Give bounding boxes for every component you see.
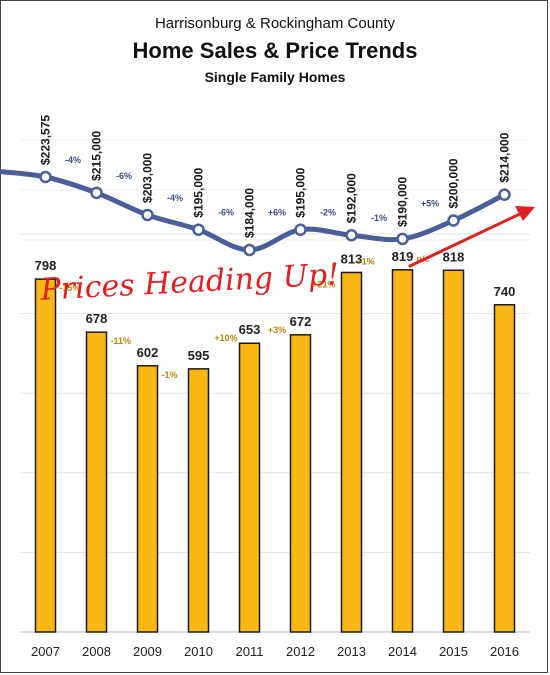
price-value-label: $200,000 xyxy=(447,158,461,208)
x-tick-label: 2008 xyxy=(82,644,111,659)
sales-bar xyxy=(391,269,414,633)
x-tick-label: 2014 xyxy=(388,644,417,659)
price-point xyxy=(192,223,205,236)
x-tick-label: 2015 xyxy=(439,644,468,659)
price-pct-change-label: +6% xyxy=(268,208,286,218)
x-tick-label: 2012 xyxy=(286,644,315,659)
sales-bars: 798 2007 678 2008 602 2009 595 2010 653 2011 672 20… xyxy=(31,249,519,659)
price-pct-change-label: -6% xyxy=(218,208,234,218)
price-point xyxy=(447,214,460,227)
price-value-label: $203,000 xyxy=(141,153,155,203)
sales-bar xyxy=(85,331,108,633)
price-point xyxy=(243,243,256,257)
annotation-text: Prices Heading Up! xyxy=(39,257,340,308)
price-point xyxy=(39,170,52,184)
sales-pct-change-label: +10% xyxy=(214,333,237,343)
sales-pct-change-label: -15% xyxy=(60,283,81,293)
sales-bar xyxy=(238,342,261,633)
sales-bar xyxy=(442,269,465,633)
sales-pct-change-label: -1% xyxy=(162,370,178,380)
trend-arrow xyxy=(408,206,535,268)
chart-title: Home Sales & Price Trends xyxy=(132,38,418,63)
sales-value-label: 813 xyxy=(341,251,363,266)
price-value-label: $223,575 xyxy=(39,115,53,165)
price-value-label: $215,000 xyxy=(90,130,104,180)
sales-value-label: 819 xyxy=(392,249,414,264)
chart-subtitle-top: Harrisonburg & Rockingham County xyxy=(154,15,396,32)
price-value-label: $214,000 xyxy=(498,132,512,182)
price-value-label: $195,000 xyxy=(192,167,206,217)
x-tick-label: 2011 xyxy=(236,644,264,659)
sales-value-label: 740 xyxy=(494,284,516,299)
x-tick-label: 2010 xyxy=(184,644,213,659)
sales-pct-change-label: +21% xyxy=(312,279,335,289)
price-pct-change-label: +5% xyxy=(421,198,439,208)
price-point xyxy=(141,208,154,222)
price-point xyxy=(396,232,409,246)
arrow-head xyxy=(515,206,535,221)
price-pct-change-label: -4% xyxy=(167,193,183,203)
sales-value-label: 678 xyxy=(86,311,108,326)
x-tick-label: 2007 xyxy=(31,644,60,659)
sales-value-label: 602 xyxy=(137,345,159,360)
sales-value-label: 595 xyxy=(188,348,210,363)
price-point xyxy=(90,186,103,200)
sales-bar xyxy=(34,278,57,633)
sales-pct-change-label: +3% xyxy=(268,325,286,335)
sales-value-label: 798 xyxy=(35,258,57,273)
price-value-label: $192,000 xyxy=(345,173,359,223)
price-value-label: $190,000 xyxy=(396,177,410,227)
price-pct-change-label: -1% xyxy=(371,213,387,223)
price-pct-change-label: -2% xyxy=(320,208,336,218)
sales-bar xyxy=(340,271,363,633)
price-value-label: $184,000 xyxy=(243,188,257,238)
x-tick-label: 2013 xyxy=(337,644,366,659)
price-value-label: $195,000 xyxy=(294,167,308,217)
chart-subtitle-bottom: Single Family Homes xyxy=(204,69,346,85)
price-line-series: $223,575 $215,000 $203,000 $195,000 $184,000… xyxy=(0,115,512,257)
x-tick-label: 2009 xyxy=(133,644,162,659)
sales-value-label: 653 xyxy=(239,322,261,337)
sales-pct-change-label: +1% xyxy=(356,256,374,266)
sales-bar xyxy=(136,365,159,633)
price-point xyxy=(345,228,358,242)
price-pct-change-label: -6% xyxy=(116,171,132,181)
price-pct-change-label: -4% xyxy=(65,155,81,165)
arrow-shaft xyxy=(408,211,524,268)
sales-value-label: 672 xyxy=(290,314,312,329)
x-tick-label: 2016 xyxy=(490,644,519,659)
price-point xyxy=(498,188,511,201)
sales-pct-change-label: -11% xyxy=(111,336,132,346)
sales-bar xyxy=(289,334,312,633)
price-point xyxy=(294,223,307,236)
sales-value-label: 818 xyxy=(443,249,465,264)
sales-bar xyxy=(187,368,210,633)
sales-bar xyxy=(493,304,516,633)
